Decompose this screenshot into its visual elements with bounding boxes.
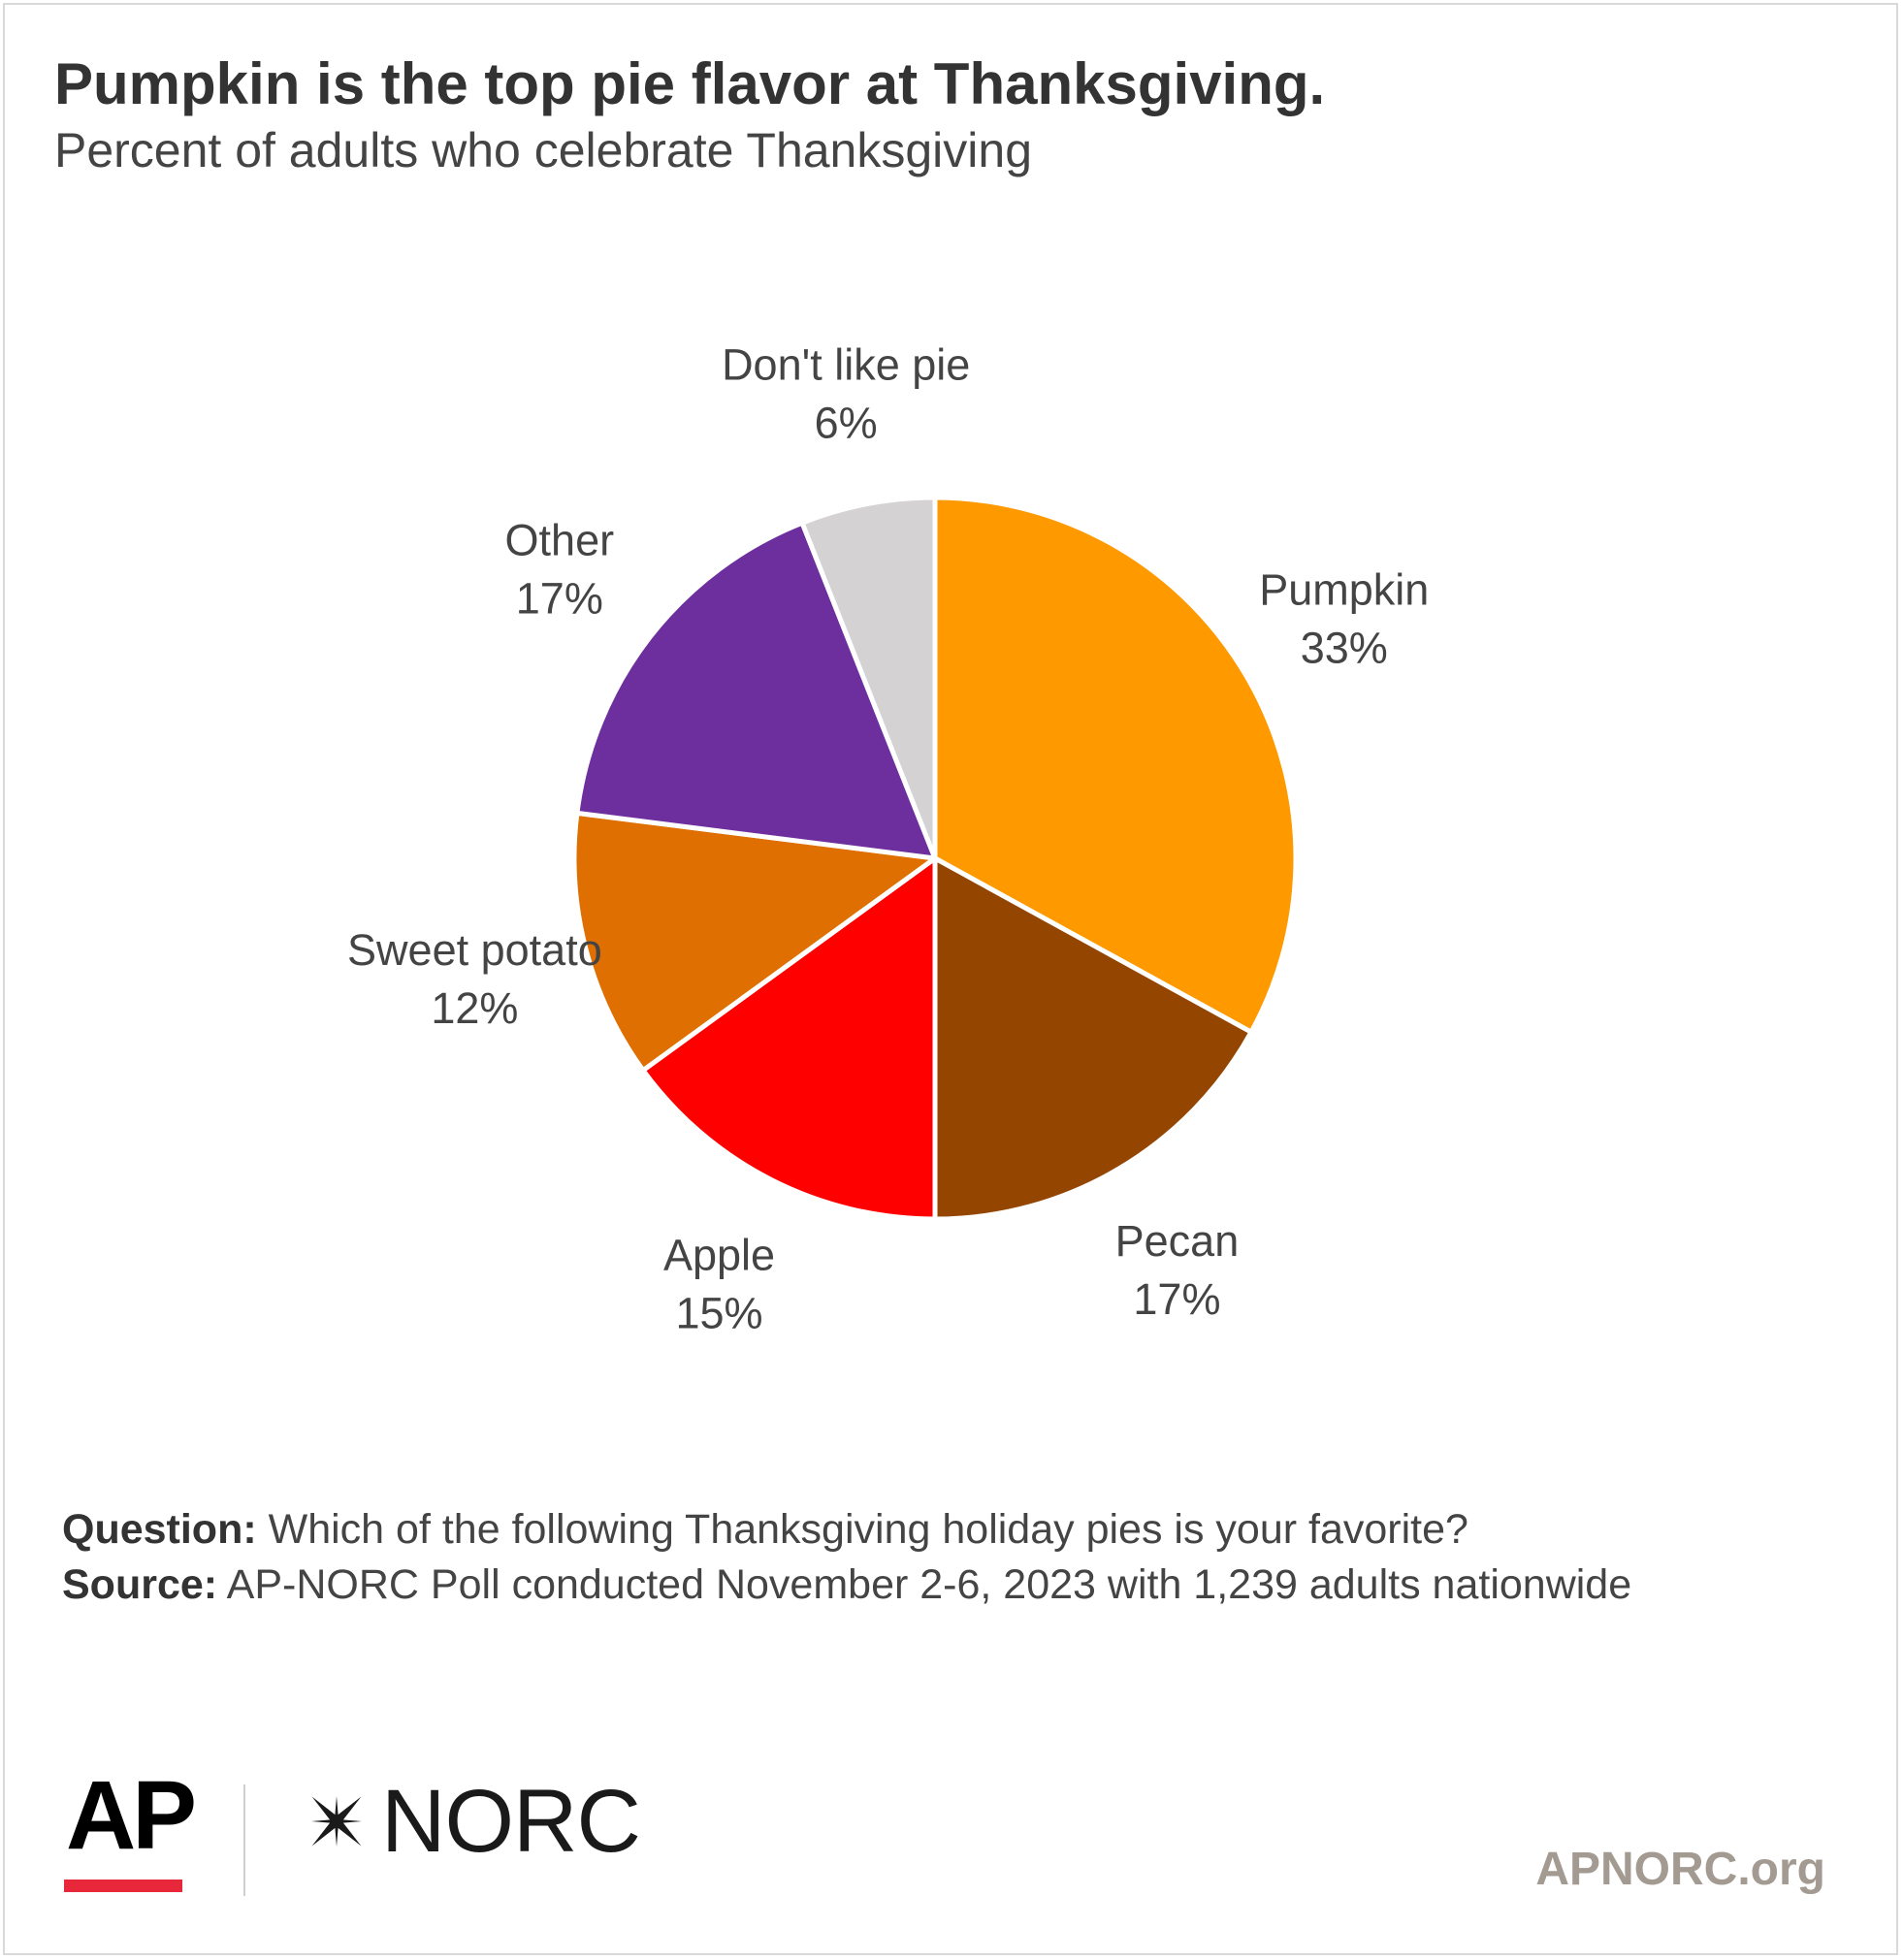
norc-star-icon	[311, 1796, 362, 1847]
question-text: Which of the following Thanksgiving holi…	[256, 1506, 1468, 1553]
pie-slice-other	[574, 520, 938, 861]
pie-slice-pumpkin	[932, 495, 1299, 1035]
slice-label-sweet-potato: Sweet potato	[347, 925, 602, 975]
ap-logo: AP	[66, 1761, 197, 1870]
logo-divider	[243, 1784, 245, 1896]
chart-frame	[3, 3, 1898, 1955]
question-label: Question:	[62, 1506, 257, 1553]
source-label: Source:	[62, 1561, 218, 1608]
question-note: Question: Which of the following Thanksg…	[62, 1506, 1468, 1554]
norc-logo: NORC	[298, 1772, 641, 1871]
ap-logo-bar	[64, 1880, 182, 1892]
slice-label-pumpkin: Pumpkin	[1259, 565, 1429, 615]
norc-logo-text: NORC	[381, 1772, 641, 1871]
pie-slice-pecan	[932, 855, 1254, 1222]
pie-slice-don-t-like-pie	[799, 495, 938, 861]
pie-slice-apple	[640, 855, 938, 1222]
slice-label-pecan: Pecan	[1115, 1216, 1240, 1266]
chart-title: Pumpkin is the top pie flavor at Thanksg…	[54, 51, 1326, 116]
source-note: Source: AP-NORC Poll conducted November …	[62, 1561, 1631, 1609]
pie-chart: Pumpkin 33% Pecan 17% Apple 15% Sweet potato 12…	[347, 340, 1429, 1338]
slice-value-pecan: 17%	[1133, 1274, 1220, 1324]
slice-value-apple: 15%	[676, 1289, 763, 1338]
slice-value-pumpkin: 33%	[1301, 624, 1388, 673]
apnorc-url: APNORC.org	[1535, 1844, 1825, 1895]
slice-label-other: Other	[505, 516, 615, 565]
slice-value-sweet-potato: 12%	[431, 983, 518, 1033]
chart-subtitle: Percent of adults who celebrate Thanksgi…	[54, 123, 1033, 177]
slice-value-other: 17%	[516, 574, 603, 624]
pie-slices	[571, 495, 1299, 1222]
pie-labels: Pumpkin 33% Pecan 17% Apple 15% Sweet potato 12…	[347, 340, 1429, 1338]
slice-label-don-t-like-pie: Don't like pie	[722, 340, 970, 390]
slice-value-don-t-like-pie: 6%	[815, 399, 878, 448]
pie-slice-sweet-potato	[571, 810, 938, 1074]
slice-label-apple: Apple	[663, 1231, 775, 1280]
source-text: AP-NORC Poll conducted November 2-6, 202…	[217, 1561, 1632, 1608]
